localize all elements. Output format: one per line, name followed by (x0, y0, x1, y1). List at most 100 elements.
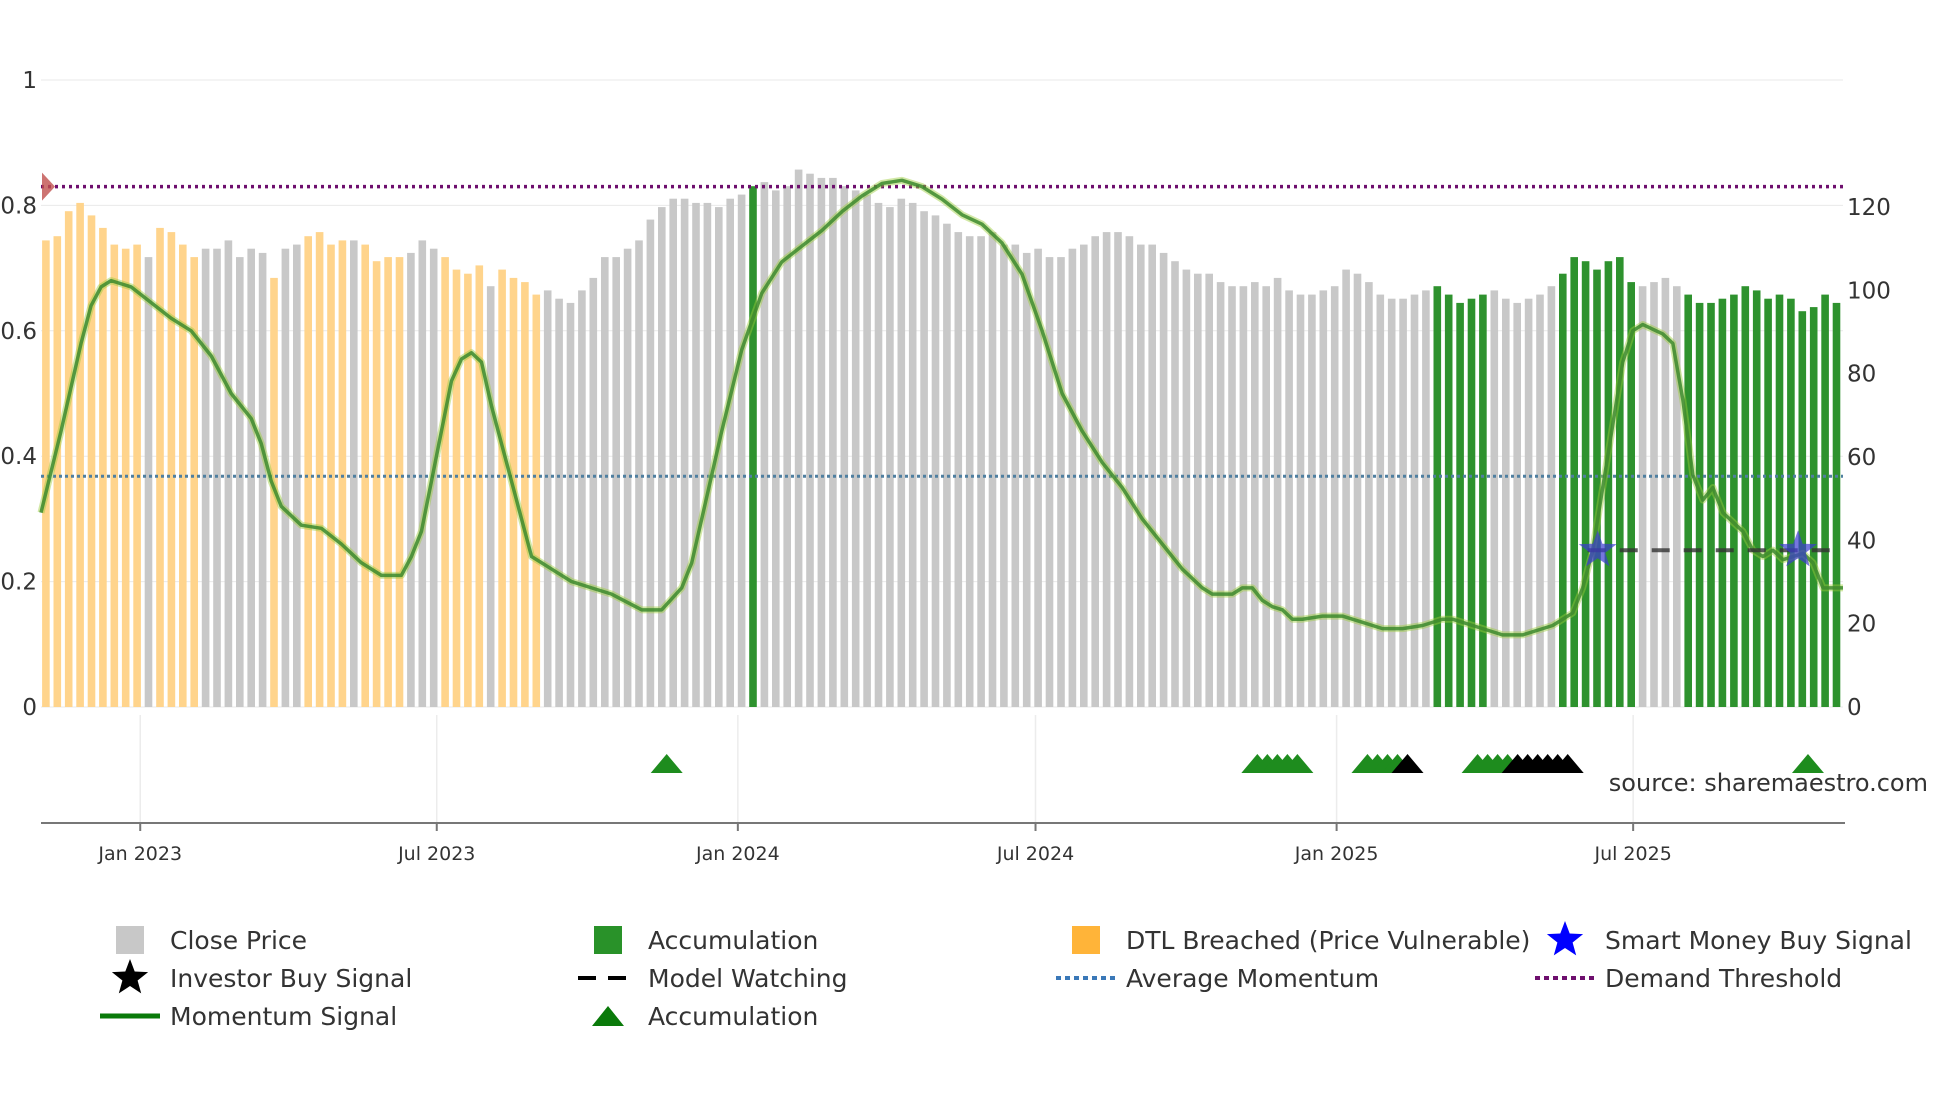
close-bar (920, 211, 928, 707)
close-bar (1319, 290, 1328, 707)
dtl-bar (521, 282, 529, 707)
accumulation-bar (1593, 269, 1601, 707)
close-bar (1182, 269, 1191, 707)
close-bar (543, 290, 552, 707)
legend-label: Momentum Signal (170, 1002, 397, 1031)
close-bar (350, 240, 358, 707)
legend-label: Smart Money Buy Signal (1605, 926, 1912, 955)
close-bar (144, 257, 153, 707)
legend-label: Demand Threshold (1605, 964, 1842, 993)
legend-label: Investor Buy Signal (170, 964, 412, 993)
close-bar (772, 190, 780, 707)
x-tick-label: Jan 2023 (97, 843, 182, 865)
legend-swatch (1072, 926, 1100, 954)
close-bar (281, 248, 290, 707)
close-bar (874, 202, 883, 707)
dtl-bar (384, 257, 392, 707)
dtl-bar (498, 269, 506, 707)
close-bar (418, 240, 427, 707)
accumulation-bar (1718, 298, 1727, 707)
close-bar (646, 219, 655, 707)
x-tick-label: Jan 2024 (695, 843, 780, 865)
accumulation-bar (1570, 257, 1578, 707)
close-bar (1068, 248, 1077, 707)
dtl-bar (42, 240, 50, 707)
legend: Close Price Accumulation DTL Breached (Pri… (100, 921, 1912, 1031)
close-bar (1650, 282, 1658, 707)
x-tick-label: Jul 2024 (996, 843, 1074, 865)
signal-markers (42, 172, 1838, 567)
legend-label: Model Watching (648, 964, 848, 993)
accumulation-bar (1787, 298, 1795, 707)
accumulation-bar (1467, 298, 1476, 707)
legend-label: Accumulation (648, 926, 818, 955)
close-bar (1045, 257, 1054, 707)
accumulation-bar (1444, 294, 1453, 707)
dtl-bar (156, 227, 164, 707)
close-bar (1159, 252, 1168, 707)
close-bar (794, 169, 803, 708)
dtl-bar (372, 261, 381, 707)
reference-lines (41, 184, 1843, 478)
close-bar (1273, 277, 1282, 707)
close-bar (1296, 294, 1305, 707)
dtl-bar (76, 202, 84, 707)
accumulation-bar (1832, 302, 1841, 707)
x-tick-label: Jul 2023 (397, 843, 475, 865)
accumulation-bar (1604, 261, 1613, 707)
close-bar (692, 202, 700, 707)
dtl-bar (441, 257, 449, 707)
close-bar (817, 177, 826, 707)
accumulation-bar (749, 186, 757, 707)
left-tick-label: 1 (22, 68, 37, 94)
close-bar (1194, 273, 1202, 707)
close-bar (635, 240, 643, 707)
close-bar (1365, 282, 1373, 707)
close-bar (897, 198, 906, 707)
legend-label: DTL Breached (Price Vulnerable) (1126, 926, 1530, 955)
close-bar (988, 232, 997, 707)
right-tick-label: 120 (1847, 195, 1891, 221)
close-bar (1205, 273, 1213, 707)
accumulation-bar (1764, 298, 1772, 707)
close-bar (1661, 277, 1670, 707)
momentum-line-group (37, 176, 1843, 639)
close-bar (589, 277, 598, 707)
accumulation-marker (1281, 754, 1314, 773)
close-bar (965, 236, 974, 707)
accumulation-bar (1730, 294, 1738, 707)
close-bar (726, 198, 734, 707)
close-bar (806, 173, 814, 707)
close-bar (886, 207, 894, 707)
left-tick-label: 0.8 (0, 193, 37, 219)
close-bar (1502, 298, 1510, 707)
accumulation-bar (1433, 286, 1442, 707)
close-bar (1490, 290, 1499, 707)
accumulation-bar (1695, 302, 1704, 707)
investor-buy-marker (1551, 754, 1584, 773)
close-bar (760, 182, 769, 708)
accumulation-bar (1581, 261, 1590, 707)
close-bar (908, 202, 917, 707)
accumulation-bar (1707, 302, 1715, 707)
legend-star (1546, 921, 1584, 956)
close-bar (1285, 290, 1293, 707)
left-tick-label: 0.4 (0, 444, 37, 470)
close-bar (407, 252, 415, 707)
close-bar (1353, 273, 1362, 707)
close-bar (1376, 294, 1385, 707)
close-bar (1057, 257, 1065, 707)
close-bar (783, 186, 791, 707)
close-bar (658, 207, 666, 707)
close-bar (578, 290, 586, 707)
legend-swatch (116, 926, 144, 954)
close-bar (1422, 290, 1430, 707)
accumulation-bar (1821, 294, 1829, 707)
close-bar (1638, 286, 1647, 707)
close-bar (840, 186, 849, 707)
close-bar (1399, 298, 1407, 707)
close-bar (1513, 302, 1521, 707)
right-tick-label: 100 (1847, 278, 1891, 304)
dtl-bar (190, 257, 198, 707)
